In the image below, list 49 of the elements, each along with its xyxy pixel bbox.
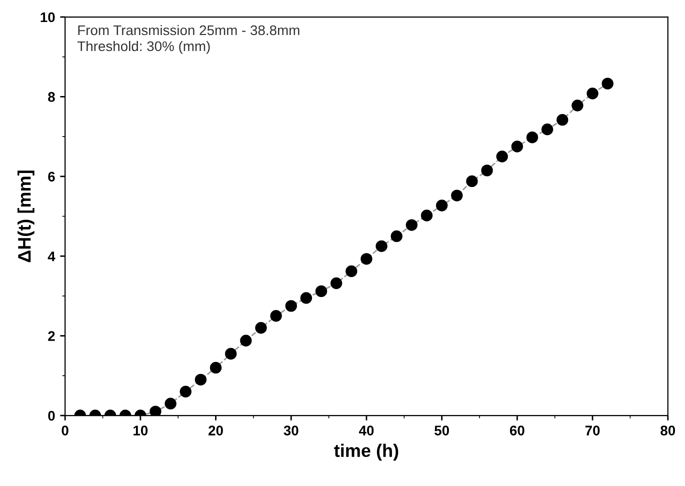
point bbox=[300, 292, 312, 304]
point bbox=[285, 300, 297, 312]
point bbox=[240, 334, 252, 346]
y-axis-title: ΔH(t) [mm] bbox=[18, 170, 34, 262]
point bbox=[481, 164, 493, 176]
x-tick-label: 40 bbox=[358, 426, 374, 436]
point bbox=[406, 219, 418, 231]
point bbox=[390, 230, 402, 242]
x-tick-label: 60 bbox=[510, 426, 524, 436]
point bbox=[496, 150, 508, 162]
point bbox=[210, 362, 222, 374]
x-axis-title: time (h) bbox=[334, 444, 398, 461]
point bbox=[466, 175, 478, 188]
y-tick-label: 4 bbox=[48, 252, 56, 262]
x-tick-label: 10 bbox=[134, 426, 148, 436]
point bbox=[526, 132, 538, 144]
point bbox=[511, 140, 524, 152]
x-tick-label: 20 bbox=[208, 426, 223, 436]
point bbox=[225, 348, 237, 360]
point bbox=[270, 310, 282, 322]
point bbox=[541, 124, 554, 136]
x-tick-label: 70 bbox=[585, 426, 600, 436]
x-tick-label: 30 bbox=[284, 426, 298, 436]
point bbox=[255, 322, 267, 334]
annotation: From Transmission 25mm - 38.8mm Threshold: 30% (mm) bbox=[77, 24, 300, 54]
point bbox=[194, 374, 207, 386]
point bbox=[556, 114, 568, 126]
x-tick-label: 0 bbox=[62, 426, 68, 436]
x-tick-label: 80 bbox=[660, 426, 676, 436]
point bbox=[602, 78, 614, 90]
point bbox=[150, 406, 162, 416]
point bbox=[586, 88, 598, 100]
y-tick-label: 6 bbox=[48, 172, 55, 182]
point bbox=[315, 285, 328, 298]
y-tick-label: 10 bbox=[40, 12, 55, 22]
point bbox=[451, 190, 463, 202]
y-tick-label: 2 bbox=[48, 331, 55, 341]
point bbox=[572, 100, 584, 112]
point bbox=[346, 265, 358, 278]
point bbox=[164, 398, 176, 410]
point bbox=[376, 240, 388, 252]
point bbox=[436, 200, 448, 212]
point bbox=[180, 386, 192, 398]
y-tick-label: 8 bbox=[48, 92, 55, 102]
point bbox=[360, 253, 372, 265]
y-tick-label: 0 bbox=[48, 410, 55, 421]
point bbox=[330, 277, 342, 290]
point bbox=[420, 210, 433, 222]
x-tick-label: 50 bbox=[434, 426, 449, 436]
